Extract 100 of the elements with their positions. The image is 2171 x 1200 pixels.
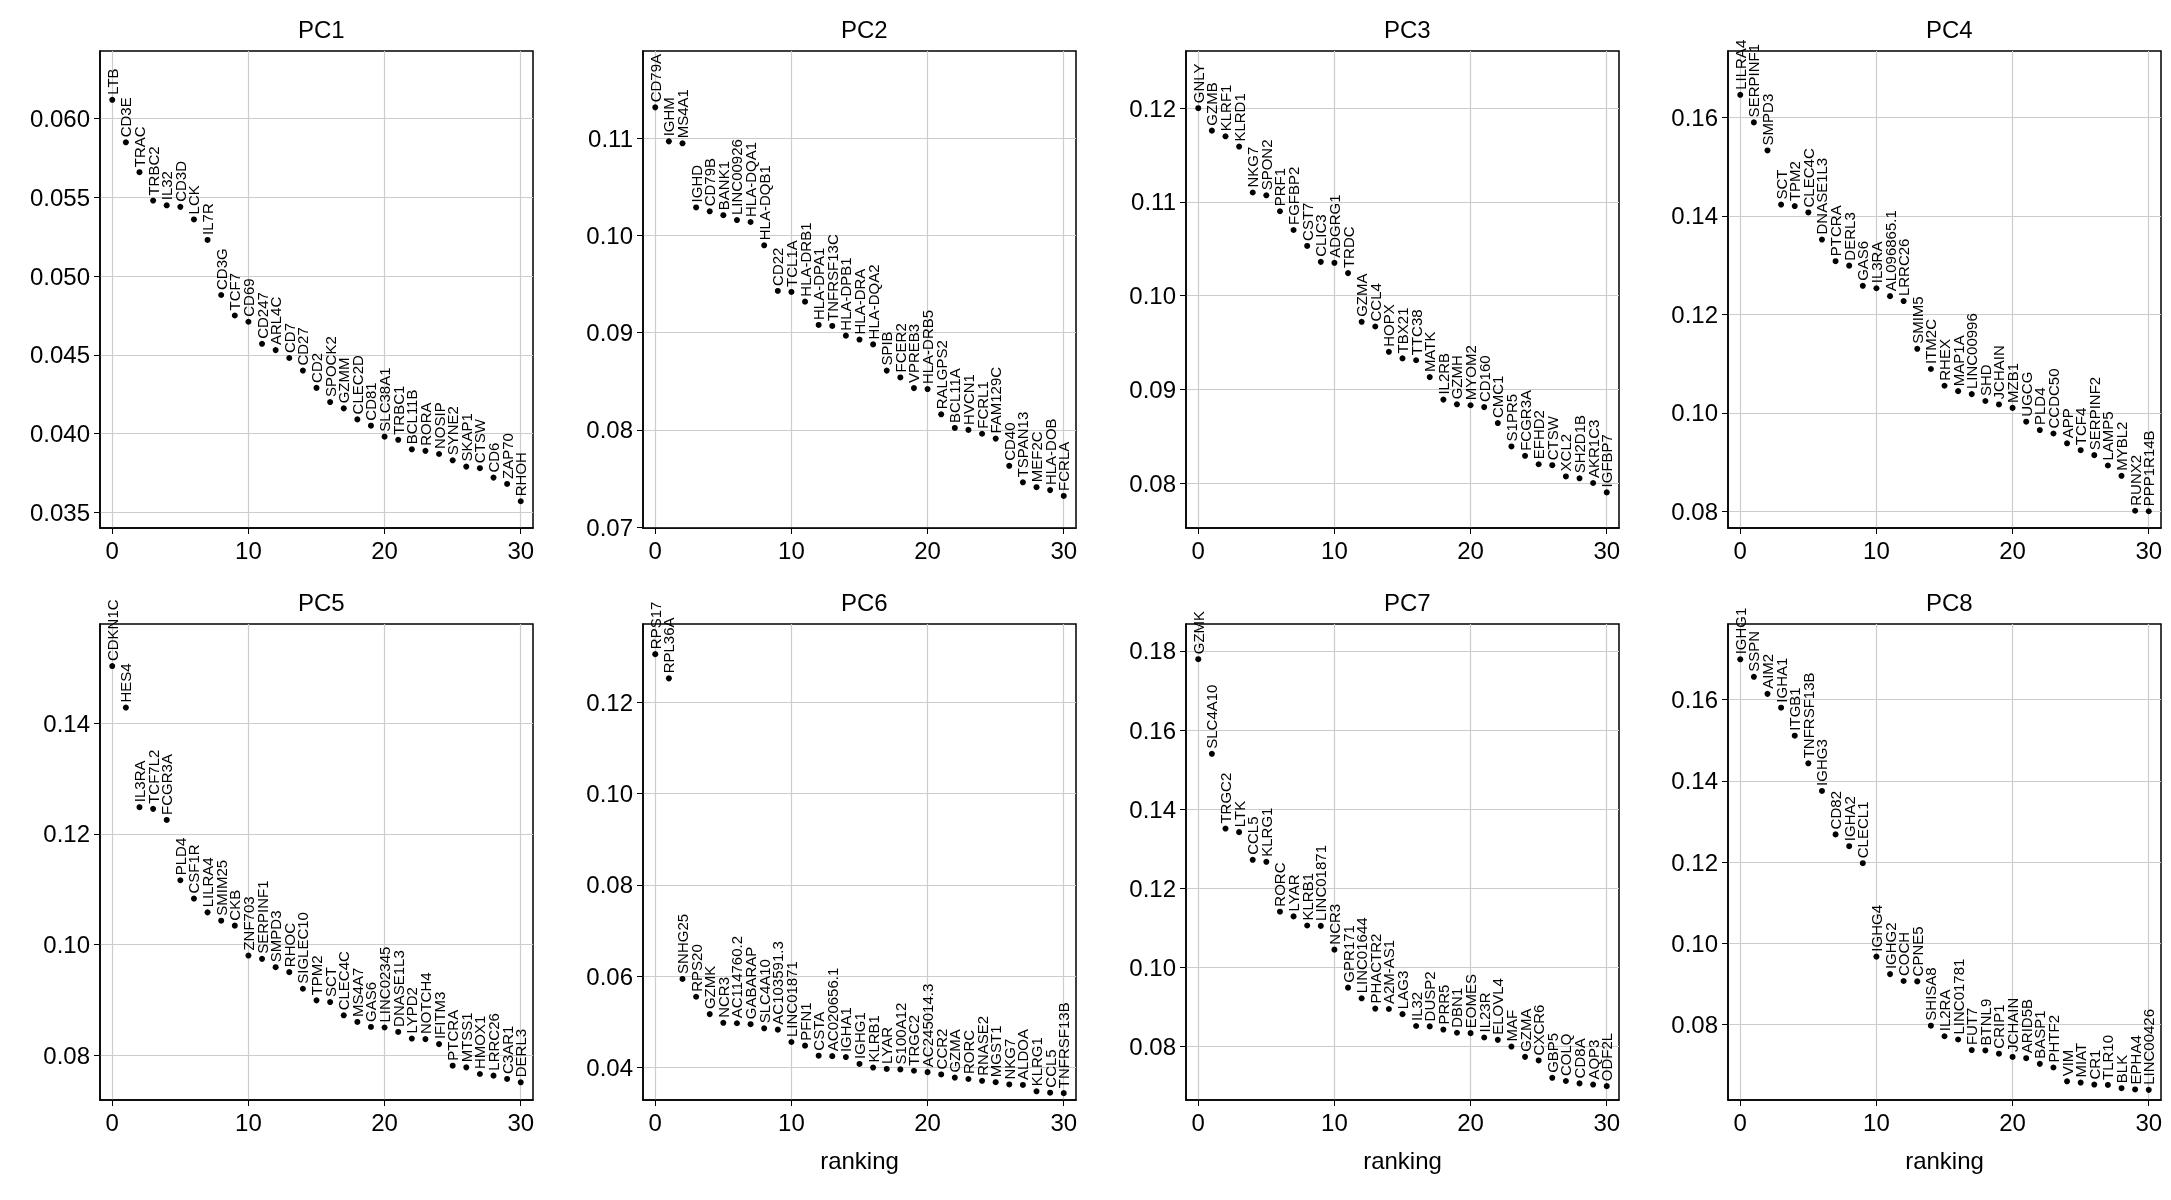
- data-label: CDKN1C: [103, 599, 121, 662]
- point: [706, 208, 713, 215]
- point: [1208, 750, 1215, 757]
- point: [1046, 1089, 1053, 1096]
- data-label: LTB: [103, 68, 121, 95]
- point: [883, 367, 890, 374]
- point: [1873, 953, 1880, 960]
- point: [136, 804, 143, 811]
- x-tick-label: 0: [1733, 1108, 1748, 1136]
- point: [272, 964, 279, 971]
- point: [1941, 1033, 1948, 1040]
- point: [1385, 348, 1392, 355]
- point: [340, 1012, 347, 1019]
- y-tick-label: 0.16: [1128, 716, 1176, 744]
- y-tick-label: 0.08: [43, 1041, 90, 1069]
- data-label: CTSW: [1543, 415, 1561, 461]
- point: [1860, 282, 1867, 289]
- point: [1317, 258, 1324, 265]
- y-tick-label: 0.12: [43, 820, 90, 848]
- point: [1358, 318, 1365, 325]
- point: [978, 430, 985, 437]
- point: [1914, 345, 1921, 352]
- point: [965, 426, 972, 433]
- point: [842, 1054, 849, 1061]
- y-tick-label: 0.10: [1128, 282, 1176, 310]
- point: [1358, 995, 1365, 1002]
- point: [774, 287, 781, 294]
- point: [1453, 401, 1460, 408]
- x-axis-title: ranking: [1905, 1146, 1985, 1174]
- point: [1914, 978, 1921, 985]
- x-tick-label: 0: [105, 1108, 119, 1136]
- x-tick-label: 0: [1191, 1108, 1205, 1136]
- x-tick-label: 0: [1733, 536, 1748, 564]
- point: [774, 1026, 781, 1033]
- chart-title: PC2: [840, 15, 888, 43]
- point: [1480, 1034, 1487, 1041]
- point: [136, 169, 143, 176]
- point: [259, 340, 266, 347]
- point: [1412, 357, 1419, 364]
- point: [1330, 259, 1337, 266]
- point: [1928, 1022, 1935, 1029]
- point: [245, 952, 252, 959]
- y-tick-label: 0.11: [587, 124, 633, 152]
- point: [883, 1065, 890, 1072]
- point: [218, 292, 225, 299]
- point: [1941, 382, 1948, 389]
- point: [1494, 420, 1501, 427]
- point: [760, 1025, 767, 1032]
- point: [692, 993, 699, 1000]
- chart-title: PC3: [1383, 15, 1431, 43]
- point: [652, 104, 658, 111]
- point: [1955, 388, 1962, 395]
- point: [1778, 704, 1785, 711]
- point: [897, 374, 904, 381]
- x-tick-label: 20: [913, 536, 941, 564]
- point: [109, 663, 116, 670]
- data-label: PHACTR2: [1366, 933, 1384, 1004]
- y-tick-label: 0.050: [29, 262, 90, 290]
- y-tick-label: 0.18: [1128, 637, 1176, 665]
- point: [150, 197, 157, 204]
- data-label: SLC4A10: [1202, 684, 1220, 749]
- y-tick-label: 0.09: [586, 319, 633, 347]
- x-tick-label: 20: [913, 1108, 941, 1136]
- point: [408, 446, 415, 453]
- point: [1385, 1006, 1392, 1012]
- point: [856, 336, 863, 343]
- point: [2050, 430, 2057, 437]
- point: [1751, 673, 1758, 680]
- point: [286, 354, 293, 361]
- point: [1955, 1036, 1962, 1043]
- y-tick-label: 0.16: [1671, 686, 1719, 714]
- point: [1399, 1011, 1405, 1018]
- point: [177, 203, 184, 210]
- y-tick-label: 0.04: [586, 1054, 633, 1082]
- point: [1832, 831, 1839, 838]
- x-tick-label: 10: [1320, 1108, 1348, 1136]
- y-tick-label: 0.08: [1671, 1010, 1719, 1038]
- point: [1467, 1030, 1474, 1037]
- point: [381, 433, 388, 440]
- point: [177, 877, 184, 884]
- point: [1900, 298, 1907, 305]
- y-tick-label: 0.12: [1128, 874, 1176, 902]
- point: [788, 1038, 795, 1045]
- point: [381, 1024, 388, 1031]
- point: [2064, 1078, 2071, 1085]
- point: [1480, 404, 1487, 411]
- point: [1221, 825, 1228, 832]
- point: [517, 1079, 524, 1086]
- point: [965, 1075, 972, 1082]
- point: [1928, 366, 1935, 372]
- point: [1737, 656, 1744, 663]
- point: [978, 1077, 985, 1084]
- point: [2009, 1053, 2016, 1060]
- point: [1290, 226, 1297, 233]
- x-axis-title: ranking: [819, 1146, 899, 1174]
- point: [1791, 203, 1798, 210]
- point: [1276, 208, 1283, 215]
- point: [924, 1069, 931, 1076]
- point: [2037, 1060, 2044, 1067]
- point: [2050, 1064, 2057, 1071]
